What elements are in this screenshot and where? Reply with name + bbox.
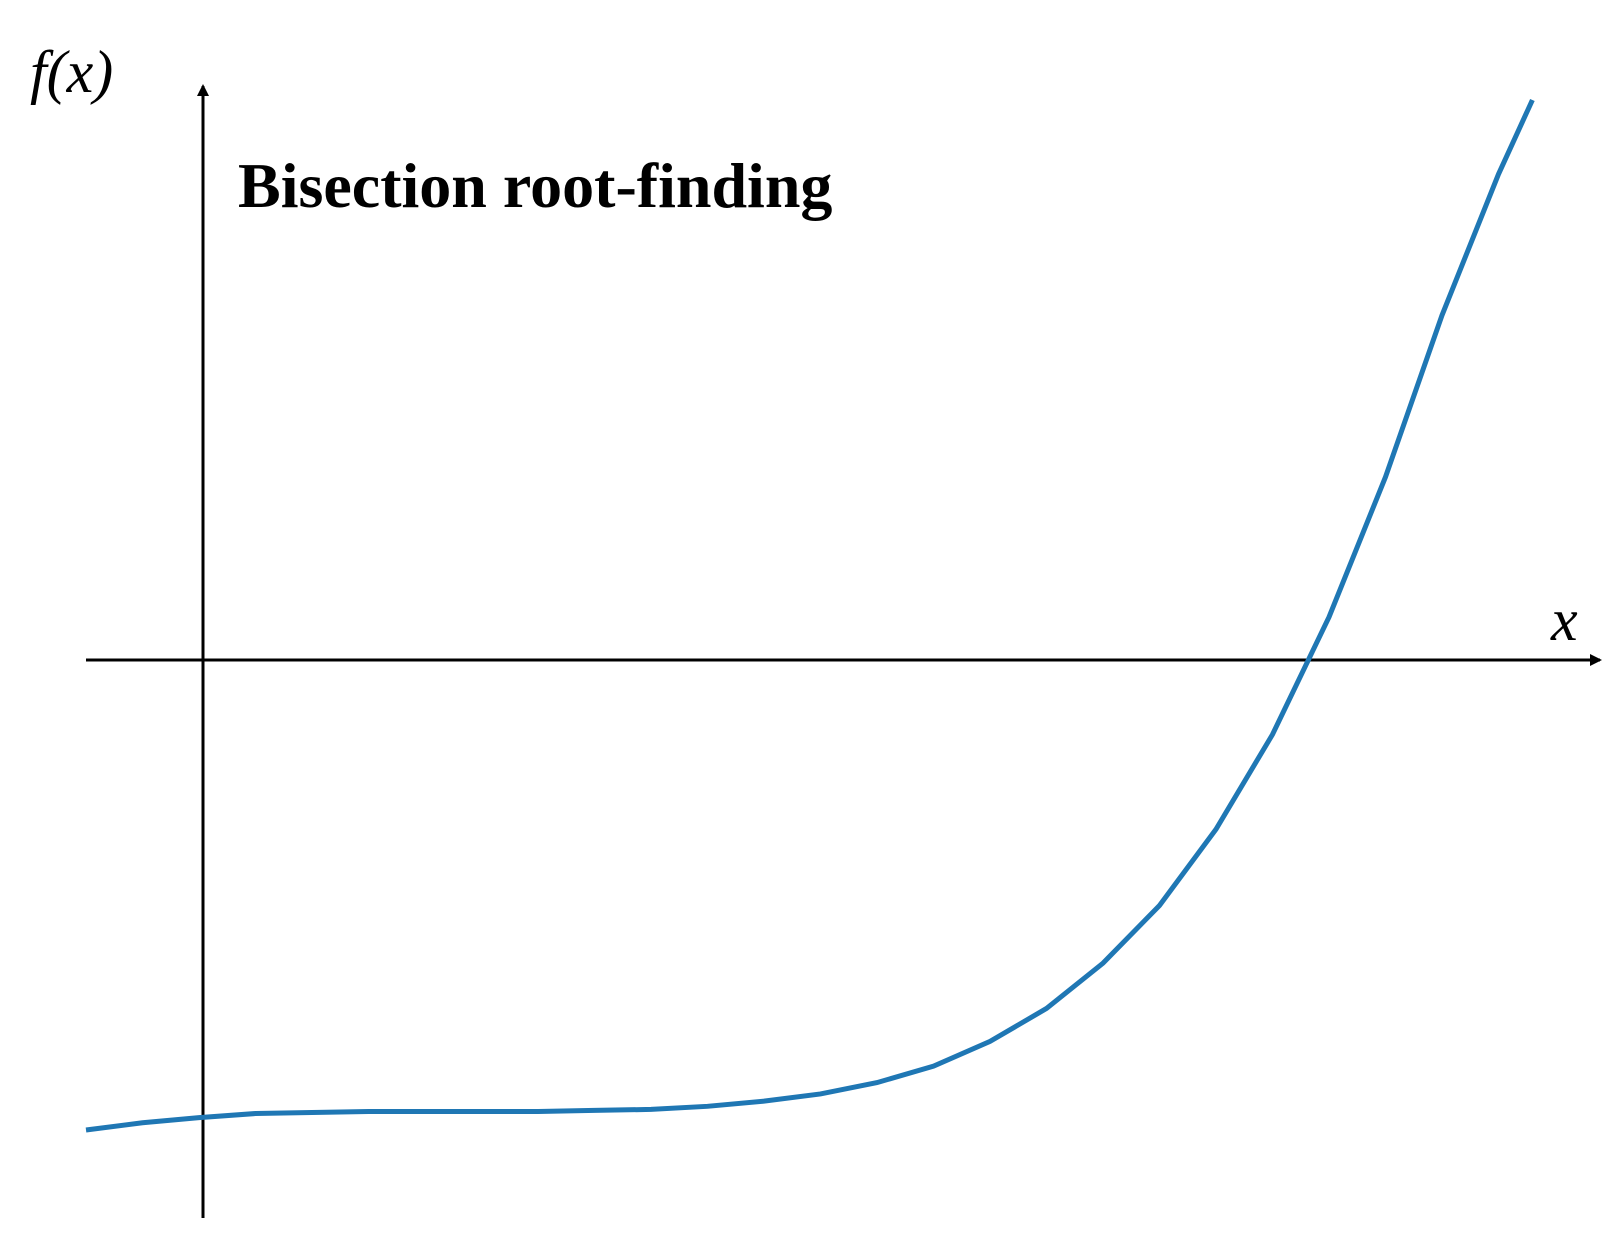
- x-axis-label: x: [1550, 587, 1578, 653]
- series-line: [85, 98, 1535, 1133]
- y-axis-label: f(x): [30, 39, 113, 105]
- chart-title: Bisection root-finding: [238, 150, 832, 221]
